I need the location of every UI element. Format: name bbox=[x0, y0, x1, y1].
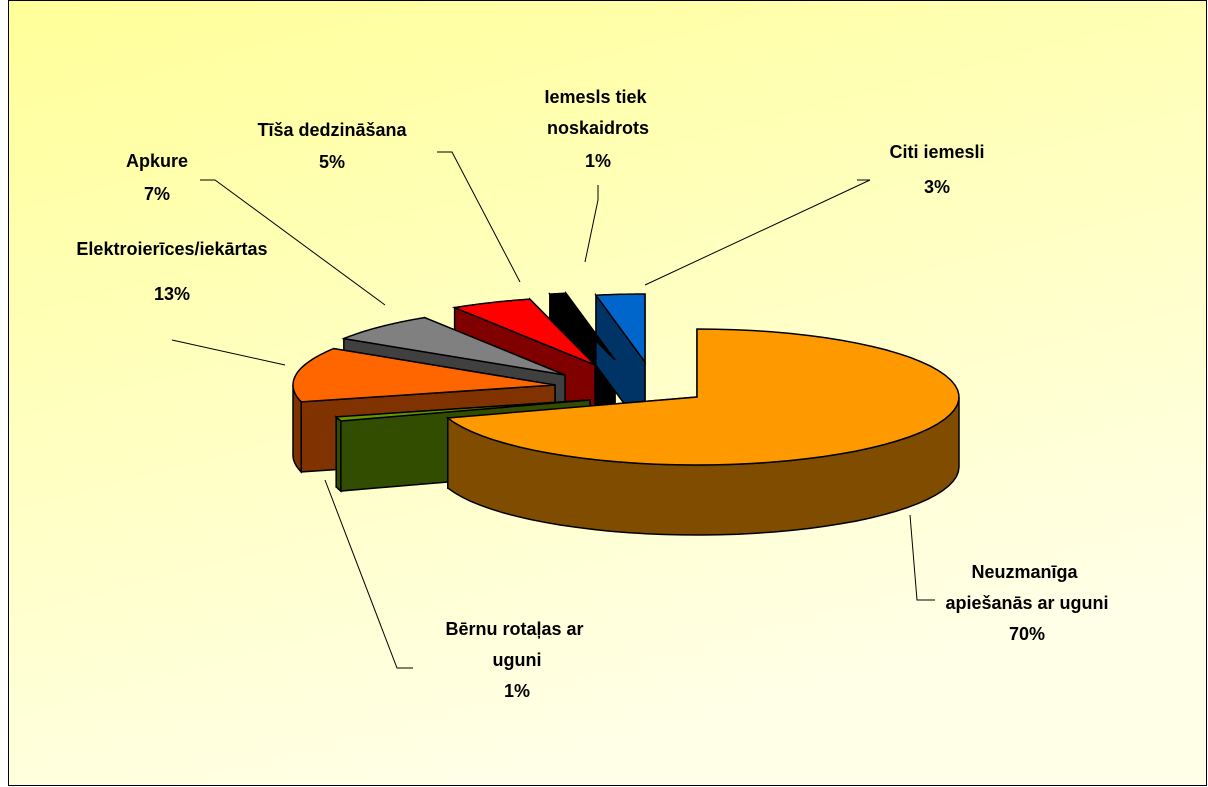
slice bbox=[451, 298, 596, 366]
slice bbox=[548, 292, 616, 361]
value-label: 3% bbox=[924, 177, 950, 197]
value-label: 13% bbox=[154, 284, 190, 304]
slice-label: Citi iemesli bbox=[889, 142, 984, 162]
leader-line bbox=[437, 151, 521, 283]
leader-line bbox=[584, 185, 599, 263]
value-label: 5% bbox=[319, 152, 345, 172]
slice-label: Elektroierīces/iekārtas bbox=[76, 239, 267, 259]
value-label: 70% bbox=[1009, 624, 1045, 644]
slice-label: Tīša dedzināšana bbox=[257, 120, 407, 140]
slice-label: Bērnu rotaļas ar uguni bbox=[445, 619, 588, 670]
slice bbox=[334, 399, 591, 422]
slice-label: Iemesls tiek noskaidrots bbox=[544, 87, 651, 138]
leader-line bbox=[644, 179, 871, 286]
slice-label: Neuzmanīga apiešanās ar uguni bbox=[945, 562, 1108, 613]
leader-line bbox=[171, 339, 286, 366]
value-label: 7% bbox=[144, 184, 170, 204]
leader-line bbox=[200, 179, 386, 306]
slice-side bbox=[335, 415, 342, 493]
slice bbox=[341, 316, 566, 376]
slice bbox=[445, 328, 960, 466]
value-label: 1% bbox=[585, 151, 611, 171]
value-label: 1% bbox=[504, 681, 530, 701]
slice bbox=[292, 347, 556, 403]
slice-label: Apkure bbox=[126, 151, 188, 171]
leader-line bbox=[909, 514, 935, 601]
slice bbox=[594, 293, 646, 365]
leader-line bbox=[324, 479, 413, 669]
